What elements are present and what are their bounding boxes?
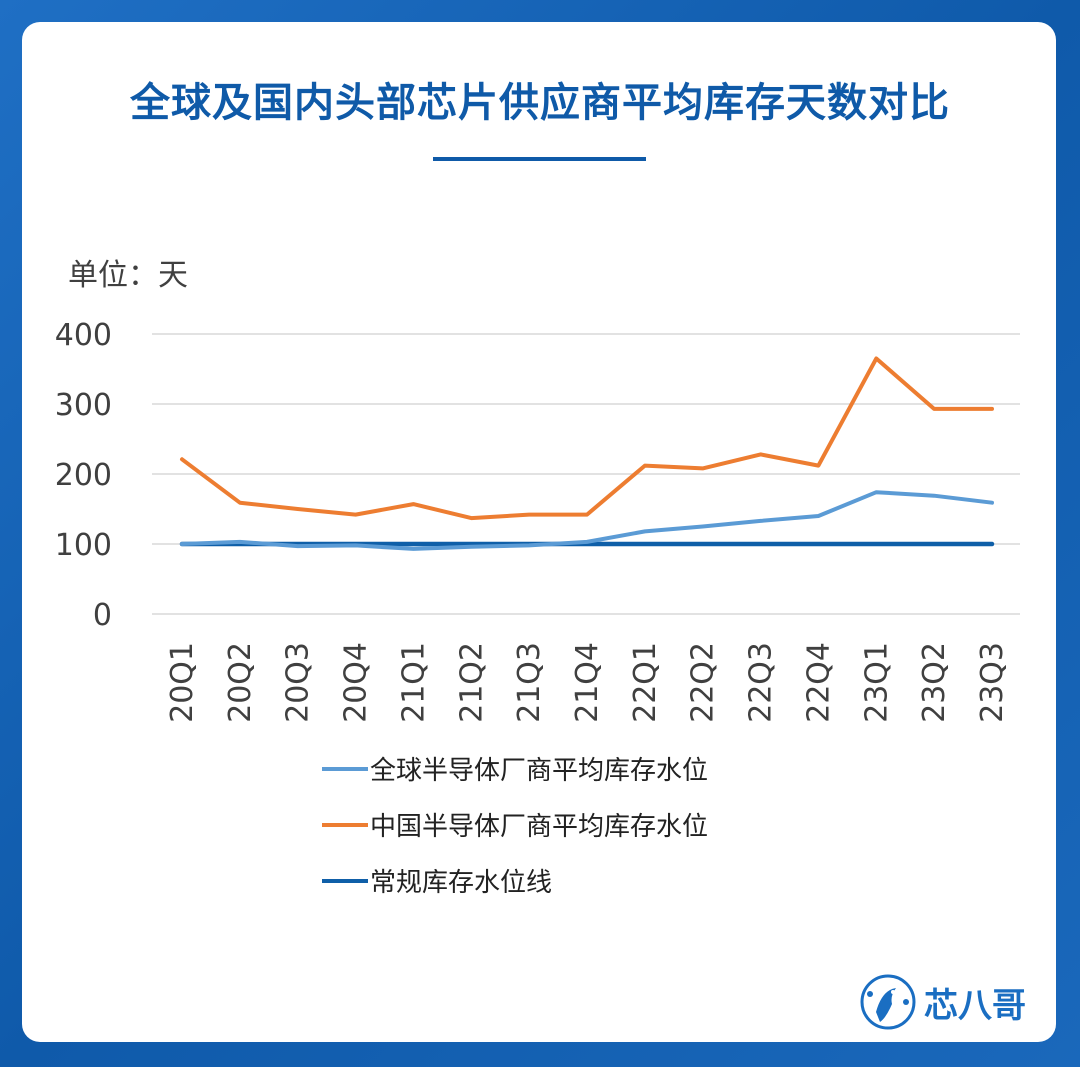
x-tick-label: 22Q3 xyxy=(744,642,779,723)
x-tick-label: 21Q4 xyxy=(570,642,605,723)
x-tick-label: 20Q2 xyxy=(223,642,258,723)
series-line-china xyxy=(180,356,994,521)
chart-title: 全球及国内头部芯片供应商平均库存天数对比 xyxy=(130,80,950,126)
x-tick-label: 23Q2 xyxy=(917,642,952,723)
bird-circuit-icon xyxy=(860,974,916,1030)
x-tick-label: 23Q3 xyxy=(975,642,1010,723)
x-tick-label: 21Q2 xyxy=(454,642,489,723)
y-tick-label: 200 xyxy=(55,458,112,493)
unit-label: 单位：天 xyxy=(68,258,188,293)
y-tick-label: 0 xyxy=(93,598,112,633)
brand-logo: 芯八哥 xyxy=(858,970,1026,1034)
x-tick-label: 22Q4 xyxy=(801,642,836,723)
x-tick-label: 21Q3 xyxy=(512,642,547,723)
x-tick-label: 23Q1 xyxy=(859,642,894,723)
y-tick-label: 100 xyxy=(55,528,112,563)
x-tick-label: 20Q1 xyxy=(165,642,200,723)
x-tick-label: 22Q2 xyxy=(686,642,721,723)
x-tick-label: 22Q1 xyxy=(628,642,663,723)
y-tick-label: 300 xyxy=(55,388,112,423)
x-tick-label: 20Q3 xyxy=(281,642,316,723)
chart-card xyxy=(22,22,1056,1042)
title-underline xyxy=(433,157,646,161)
legend-label-baseline: 常规库存水位线 xyxy=(370,868,552,898)
y-tick-label: 400 xyxy=(55,318,112,353)
x-tick-label: 20Q4 xyxy=(339,642,374,723)
x-tick-label: 21Q1 xyxy=(396,642,431,723)
legend-label-china: 中国半导体厂商平均库存水位 xyxy=(370,812,708,842)
series-line-global xyxy=(180,490,994,551)
brand-name: 芯八哥 xyxy=(924,985,1026,1026)
legend-label-global: 全球半导体厂商平均库存水位 xyxy=(370,756,708,786)
